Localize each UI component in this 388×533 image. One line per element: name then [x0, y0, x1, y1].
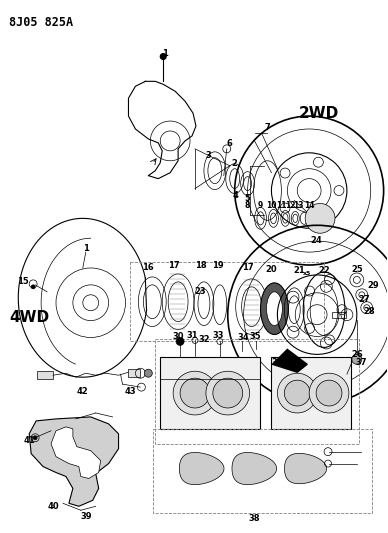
Text: 31: 31	[186, 331, 198, 340]
Text: 32: 32	[198, 335, 210, 344]
Text: 4WD: 4WD	[9, 310, 49, 325]
Bar	[128, 369, 140, 377]
Text: 35: 35	[250, 332, 262, 341]
Circle shape	[173, 372, 217, 415]
Text: 40: 40	[47, 502, 59, 511]
Text: 25: 25	[351, 265, 363, 274]
Text: 23: 23	[194, 287, 206, 296]
Text: 36: 36	[272, 358, 283, 367]
Polygon shape	[232, 453, 277, 484]
Polygon shape	[284, 454, 327, 484]
Text: 1: 1	[83, 244, 89, 253]
Text: 8: 8	[245, 201, 250, 210]
Circle shape	[309, 373, 349, 413]
Polygon shape	[272, 350, 307, 372]
Ellipse shape	[260, 283, 288, 335]
Circle shape	[352, 354, 362, 364]
Text: 19: 19	[212, 261, 223, 270]
Text: 30: 30	[172, 332, 184, 341]
Text: x5: x5	[303, 271, 312, 277]
Text: 17: 17	[242, 263, 253, 272]
Circle shape	[31, 285, 35, 289]
Text: 2: 2	[232, 159, 237, 168]
Circle shape	[316, 380, 342, 406]
Text: 26: 26	[351, 350, 363, 359]
Text: 5: 5	[245, 194, 251, 203]
Circle shape	[180, 378, 210, 408]
Text: 3: 3	[205, 151, 211, 160]
Text: 9: 9	[258, 201, 263, 210]
Text: 22: 22	[318, 266, 330, 276]
Bar	[155, 340, 359, 443]
Text: 37: 37	[355, 358, 367, 367]
Text: 34: 34	[238, 333, 249, 342]
Bar	[272, 357, 351, 429]
Circle shape	[277, 373, 317, 413]
Bar	[160, 357, 260, 429]
Text: 1: 1	[162, 49, 168, 58]
Text: 29: 29	[367, 281, 379, 290]
Text: 4: 4	[233, 191, 239, 200]
Circle shape	[160, 53, 166, 60]
Circle shape	[206, 372, 249, 415]
Circle shape	[144, 369, 152, 377]
Text: 39: 39	[80, 512, 92, 521]
Text: 18: 18	[195, 261, 207, 270]
Text: 7: 7	[265, 124, 270, 133]
Text: 16: 16	[142, 263, 154, 272]
Bar	[332, 312, 346, 318]
Text: 42: 42	[77, 386, 89, 395]
Text: 33: 33	[212, 331, 223, 340]
Polygon shape	[179, 453, 224, 484]
Text: 20: 20	[266, 265, 277, 274]
Circle shape	[284, 380, 310, 406]
Circle shape	[213, 378, 242, 408]
Text: 12: 12	[285, 201, 296, 210]
Text: 15: 15	[17, 277, 29, 286]
Ellipse shape	[267, 292, 282, 326]
Text: 6: 6	[227, 140, 233, 148]
Text: 27: 27	[358, 295, 370, 304]
Text: 17: 17	[168, 261, 180, 270]
Polygon shape	[29, 417, 119, 506]
Text: 24: 24	[310, 236, 322, 245]
Text: 41: 41	[23, 436, 35, 445]
Bar	[153, 429, 372, 513]
Text: 14: 14	[304, 201, 314, 210]
Polygon shape	[51, 427, 100, 479]
Text: 2WD: 2WD	[299, 106, 340, 121]
Circle shape	[305, 204, 335, 233]
Text: 38: 38	[249, 514, 260, 523]
Circle shape	[33, 436, 37, 440]
Text: 28: 28	[363, 307, 374, 316]
Text: 10: 10	[266, 201, 277, 210]
Text: 13: 13	[293, 201, 303, 210]
Text: 21: 21	[293, 266, 305, 276]
Text: 43: 43	[125, 386, 136, 395]
Text: 8J05 825A: 8J05 825A	[9, 16, 73, 29]
Circle shape	[176, 337, 184, 345]
Bar	[37, 372, 53, 379]
Bar	[130, 262, 324, 342]
Text: 11: 11	[276, 201, 287, 210]
